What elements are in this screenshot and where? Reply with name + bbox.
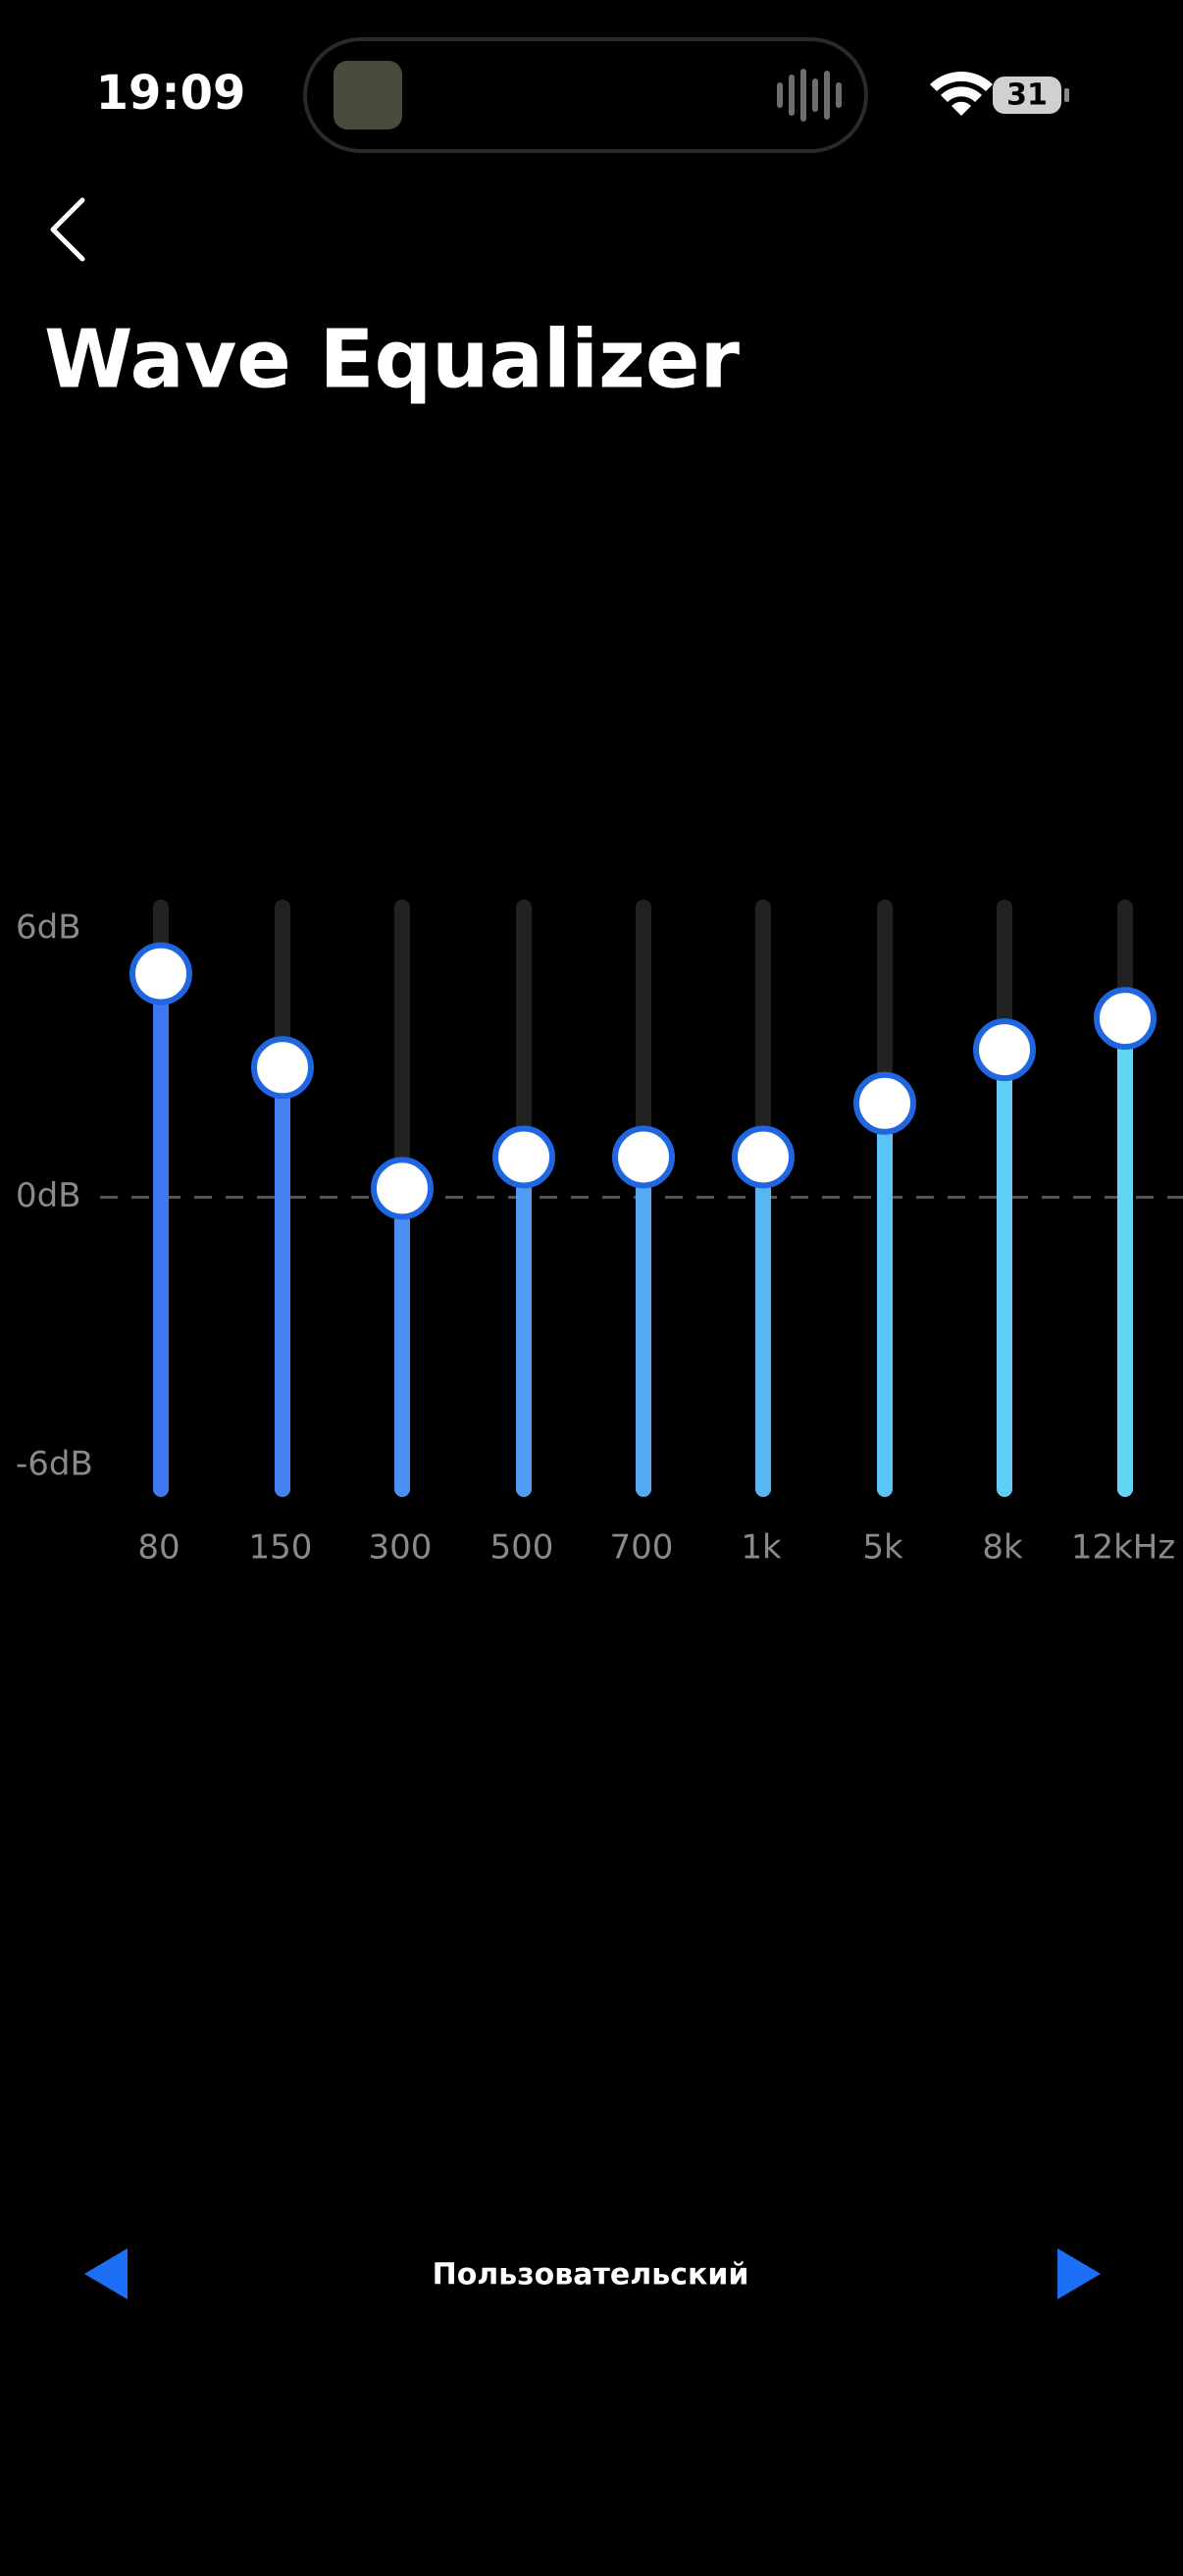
band-label: 1k: [741, 1528, 782, 1568]
slider-knob[interactable]: [732, 1125, 795, 1189]
back-button[interactable]: [50, 197, 85, 262]
slider-knob[interactable]: [1094, 987, 1157, 1051]
album-art: [334, 61, 402, 129]
y-tick-label: 0dB: [16, 1176, 81, 1215]
y-tick-label: -6dB: [16, 1445, 93, 1484]
slider-knob[interactable]: [129, 942, 192, 1005]
band-label: 500: [490, 1528, 554, 1568]
slider-knob[interactable]: [973, 1018, 1036, 1082]
dynamic-island[interactable]: [303, 37, 868, 153]
page-title: Wave Equalizer: [44, 313, 740, 406]
battery-level: 31: [1006, 78, 1048, 113]
band-label: 5k: [862, 1528, 903, 1568]
band-label: 80: [137, 1528, 180, 1568]
wifi-icon: [930, 72, 993, 116]
audio-wave-icon: [777, 69, 842, 122]
band-label: 8k: [982, 1528, 1023, 1568]
band-label: 300: [369, 1528, 433, 1568]
battery-tip: [1064, 88, 1069, 102]
band-label: 150: [249, 1528, 313, 1568]
status-time: 19:09: [96, 66, 246, 121]
battery-icon: [993, 77, 1061, 114]
slider-knob[interactable]: [853, 1071, 916, 1135]
equalizer: 6dB 0dB -6dB 80 150 300 500 700 1k 5k 8k 12kHz: [16, 900, 1183, 1568]
slider-knob[interactable]: [492, 1125, 555, 1189]
band-label: 700: [610, 1528, 674, 1568]
band-label: 12kHz: [1071, 1528, 1175, 1568]
y-tick-label: 6dB: [16, 908, 81, 948]
next-preset-button[interactable]: [1057, 2248, 1101, 2299]
slider-knob[interactable]: [371, 1157, 434, 1220]
slider-knob[interactable]: [612, 1125, 675, 1189]
preset-name: Пользовательский: [433, 2258, 749, 2293]
previous-preset-button[interactable]: [84, 2248, 128, 2299]
slider-knob[interactable]: [251, 1036, 314, 1100]
